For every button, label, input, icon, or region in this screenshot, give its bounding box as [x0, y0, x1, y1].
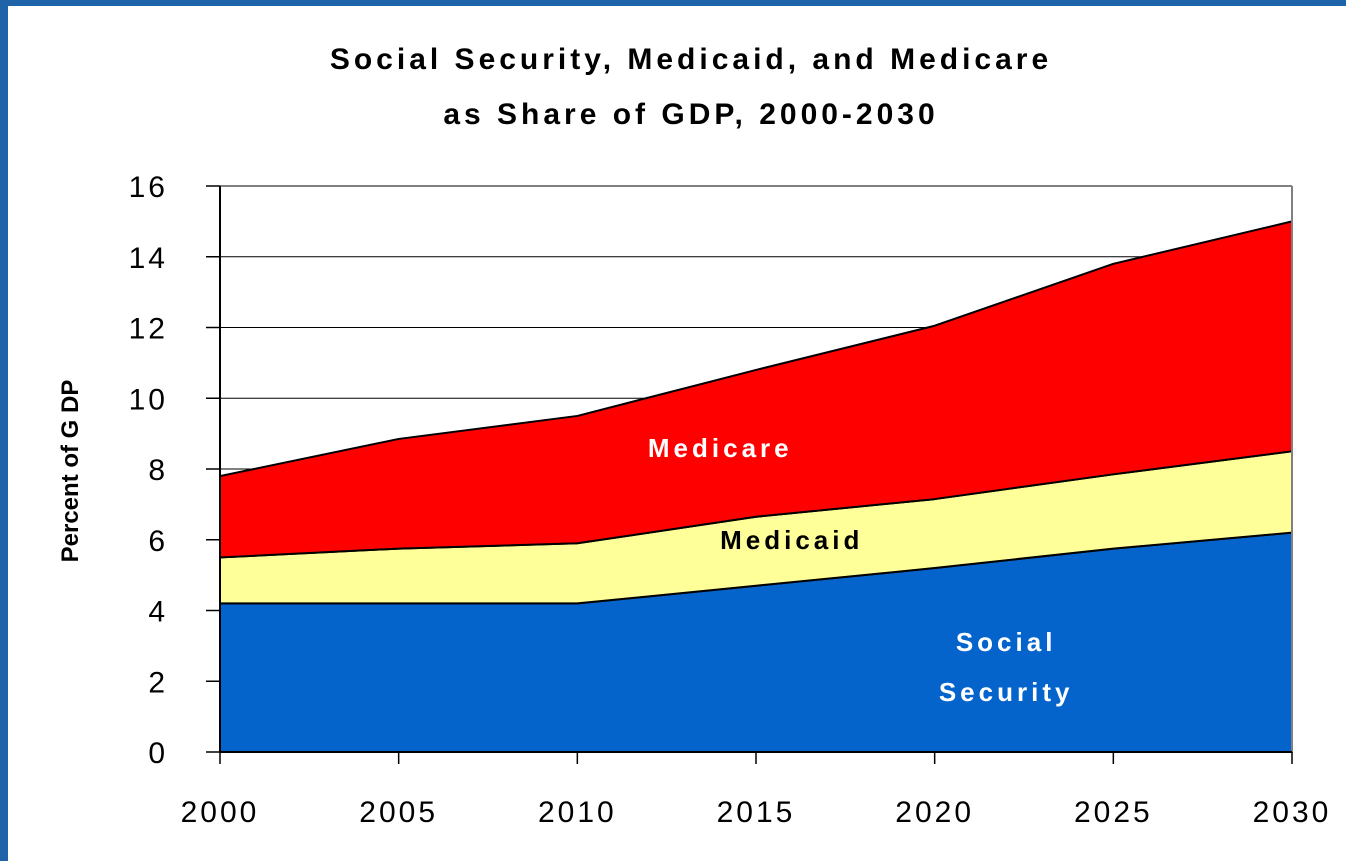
y-tick-label-2: 4: [148, 596, 168, 629]
x-tick-label-2: 2010: [538, 796, 617, 829]
x-tick-label-4: 2020: [895, 796, 974, 829]
y-tick-label-0: 0: [148, 737, 168, 770]
y-tick-label-6: 12: [129, 313, 168, 346]
y-tick-label-7: 14: [129, 242, 168, 275]
y-tick-label-3: 6: [148, 525, 168, 558]
y-tick-label-1: 2: [148, 666, 168, 699]
y-tick-label-8: 16: [129, 171, 168, 204]
chart-title-line-2: as Share of GDP, 2000-2030: [443, 98, 938, 131]
chart-title-line-1: Social Security, Medicaid, and Medicare: [330, 43, 1052, 76]
chart: Social Security, Medicaid, and Medicare …: [57, 43, 1332, 829]
y-axis-label: Percent of G DP: [57, 380, 84, 563]
plot-area: 0 2 4 6 8 10 12 14 16 2000 2005 2010 2015 2020 2025 203…: [129, 171, 1332, 829]
x-tick-label-3: 2015: [717, 796, 796, 829]
chart-title: Social Security, Medicaid, and Medicare …: [330, 43, 1052, 131]
x-tick-label-1: 2005: [359, 796, 438, 829]
series-label-social-security-0: Social: [956, 627, 1057, 657]
x-tick-label-6: 2030: [1253, 796, 1332, 829]
series-label-medicaid: Medicaid: [720, 525, 863, 555]
series-label-medicare: Medicare: [648, 433, 793, 463]
x-tick-label-5: 2025: [1074, 796, 1153, 829]
y-tick-label-4: 8: [148, 454, 168, 487]
x-tick-label-0: 2000: [181, 796, 260, 829]
y-tick-label-5: 10: [129, 383, 168, 416]
series-label-social-security-1: Security: [939, 677, 1074, 707]
